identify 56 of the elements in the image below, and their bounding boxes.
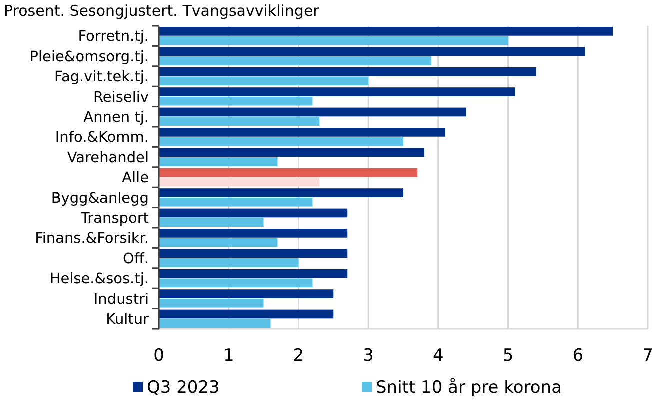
y-tick-label: Bygg&anlegg: [51, 190, 149, 207]
x-tick-label: 3: [363, 346, 374, 366]
bar: [159, 56, 432, 66]
bar: [159, 229, 348, 238]
x-tick-label: 4: [433, 346, 444, 366]
x-tick-label: 7: [642, 346, 654, 366]
x-tick-label: 1: [223, 346, 234, 366]
bar: [159, 319, 271, 328]
bar: [159, 67, 536, 76]
y-tick-label: Fag.vit.tek.tj.: [54, 70, 149, 86]
bar: [159, 198, 313, 207]
bar: [159, 137, 404, 146]
bar: [159, 108, 466, 117]
y-tick-label: Pleie&omsorg.tj.: [30, 49, 149, 66]
bar: [159, 128, 446, 137]
bar: [159, 258, 299, 268]
bar: [159, 148, 424, 158]
y-tick-label: Industri: [94, 292, 149, 308]
y-tick-label: Annen tj.: [84, 110, 149, 126]
bar: [159, 27, 614, 36]
chart-title: Prosent. Sesongjustert. Tvangsavviklinger: [4, 2, 320, 20]
bar: [159, 238, 278, 248]
y-tick-label: Varehandel: [67, 150, 149, 166]
y-tick-label: Transport: [80, 210, 150, 227]
y-tick-label: Info.&Komm.: [55, 130, 149, 146]
y-tick-label: Kultur: [106, 312, 150, 328]
x-tick-label: 6: [572, 346, 584, 366]
bar: [159, 158, 278, 166]
bar: [159, 88, 516, 96]
x-tick-label: 0: [154, 346, 164, 366]
bar: [159, 76, 369, 86]
bar: [159, 36, 508, 46]
y-tick-label: Alle: [122, 170, 150, 187]
bar: [159, 278, 313, 288]
legend-label: Snitt 10 år pre korona: [376, 378, 562, 398]
bar: [159, 117, 320, 126]
bar: [159, 290, 334, 298]
bar: [159, 298, 264, 308]
bar: [159, 208, 348, 218]
x-tick-label: 2: [293, 346, 304, 366]
y-tick-label: Helse.&sos.tj.: [50, 272, 149, 288]
bar: [159, 168, 418, 178]
bar: [159, 178, 320, 187]
y-tick-label: Off.: [122, 251, 149, 268]
y-tick-label: Reiseliv: [94, 90, 150, 106]
bar: [159, 188, 404, 198]
bar: [159, 96, 313, 106]
bar: [159, 218, 264, 227]
x-tick-label: 5: [502, 346, 514, 366]
y-tick-label: Finans.&Forsikr.: [35, 231, 149, 248]
bar: [159, 249, 348, 258]
legend-label: Q3 2023: [147, 378, 220, 398]
y-tick-label: Forretn.tj.: [78, 29, 149, 46]
bar: [159, 269, 348, 278]
bar: [159, 310, 334, 319]
bar: [159, 47, 586, 56]
